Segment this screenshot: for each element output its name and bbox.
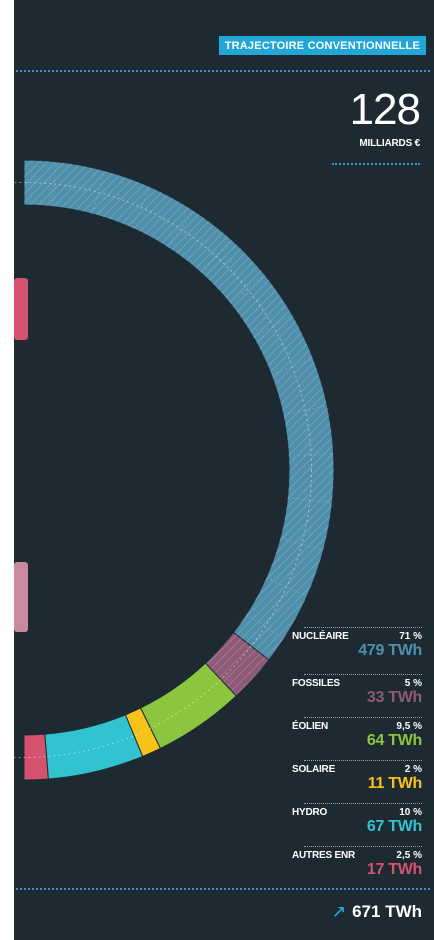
legend-percent: 2,5 % [396, 850, 422, 861]
legend-percent: 71 % [399, 631, 422, 642]
legend-item: HYDRO 10 % 67 TWh [292, 807, 422, 836]
legend-label: ÉOLIEN [292, 721, 329, 732]
legend-value: 17 TWh [366, 861, 422, 878]
legend-separator [304, 674, 422, 675]
legend-separator [304, 846, 422, 847]
total-label: 671 TWh [352, 902, 422, 921]
legend-separator [304, 627, 422, 628]
legend-label: NUCLÉAIRE [292, 631, 349, 642]
legend-label: HYDRO [292, 807, 328, 818]
cost-dotted-rule [332, 163, 420, 165]
legend-value: 11 TWh [367, 775, 423, 792]
legend-label: AUTRES ENR [292, 850, 356, 861]
legend-item: ÉOLIEN 9,5 % 64 TWh [292, 721, 422, 750]
legend-item: NUCLÉAIRE 71 % 479 TWh [292, 631, 422, 660]
left-partial-block [14, 278, 28, 340]
donut-slice-nucl-aire [23, 159, 335, 661]
scenario-tag: TRAJECTOIRE CONVENTIONNELLE [218, 36, 426, 55]
legend-value: 33 TWh [366, 689, 422, 706]
legend-separator [304, 717, 422, 718]
legend-separator [304, 760, 422, 761]
cost-unit: MILLIARDS € [359, 138, 420, 149]
donut-chart [14, 159, 335, 781]
chart-panel: TRAJECTOIRE CONVENTIONNELLE 128 MILLIARD… [14, 0, 434, 940]
legend-value: 479 TWh [358, 642, 422, 659]
donut-slice-autres-enr [23, 733, 49, 781]
trend-arrow-icon: ↗ [331, 902, 347, 921]
legend-label: SOLAIRE [292, 764, 336, 775]
legend-percent: 9,5 % [396, 721, 422, 732]
legend-percent: 5 % [404, 678, 422, 689]
bottom-dotted-rule [14, 888, 430, 890]
donut-guide-circle [14, 182, 312, 758]
legend-item: AUTRES ENR 2,5 % 17 TWh [292, 850, 422, 879]
legend-value: 64 TWh [366, 732, 422, 749]
legend-item: FOSSILES 5 % 33 TWh [292, 678, 422, 707]
total-production: ↗ 671 TWh [332, 902, 422, 922]
legend-value: 67 TWh [366, 818, 422, 835]
donut-slice-hydro [44, 714, 144, 780]
left-partial-block [14, 562, 28, 632]
legend-label: FOSSILES [292, 678, 340, 689]
legend-separator [304, 803, 422, 804]
legend-item: SOLAIRE 2 % 11 TWh [292, 764, 422, 793]
left-partial-blocks [14, 278, 28, 632]
legend-percent: 2 % [404, 764, 422, 775]
cost-value: 128 [349, 85, 421, 134]
top-dotted-rule [14, 70, 430, 72]
legend-percent: 10 % [399, 807, 422, 818]
donut-grid-overlay [14, 161, 334, 758]
donut-ring [23, 159, 335, 781]
